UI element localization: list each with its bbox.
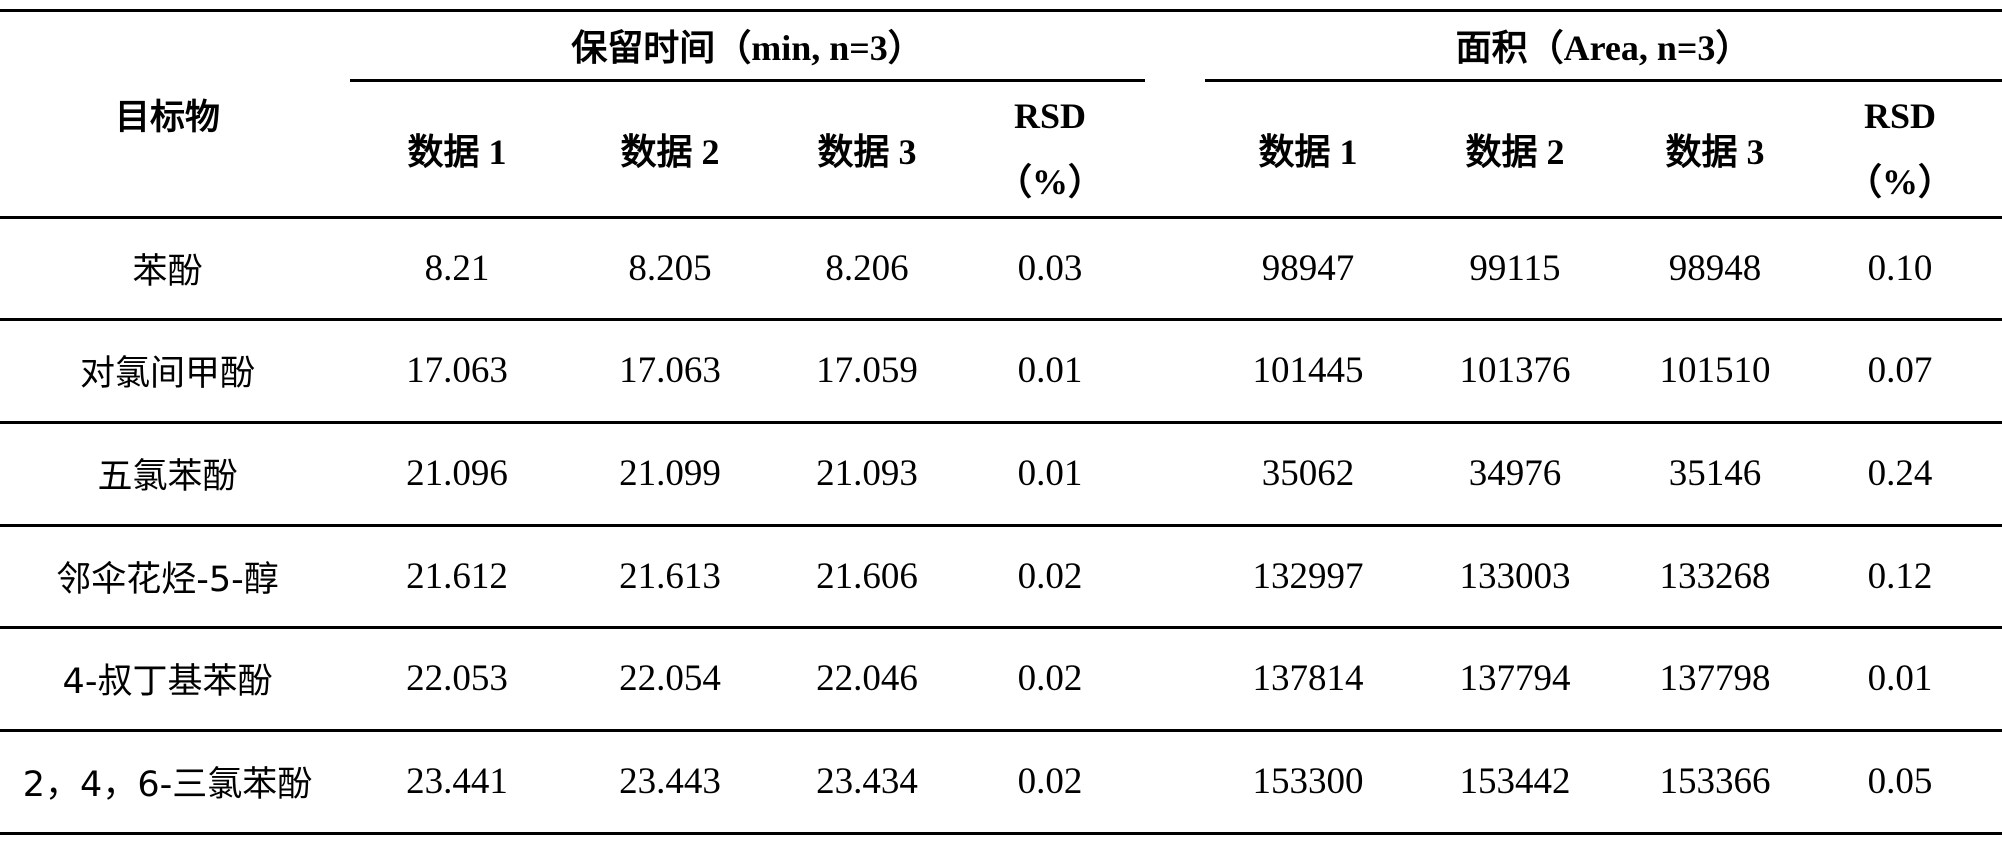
header-area-rsd: RSD （%） — [1810, 82, 1990, 216]
group-rule-area — [1205, 79, 2002, 82]
cell-area-data3: 153366 — [1659, 761, 1771, 802]
cell-area-data3: 133268 — [1659, 556, 1771, 597]
cell-rt-rsd: 0.02 — [1017, 658, 1083, 699]
cell-area-data1: 98947 — [1261, 248, 1355, 289]
header-area-data2: 数据 2 — [1465, 132, 1565, 172]
cell-area-data3: 98948 — [1668, 248, 1762, 289]
cell-area-rsd: 0.12 — [1867, 556, 1933, 597]
cell-rt-data2: 22.054 — [619, 658, 721, 699]
cell-rt-data1: 22.053 — [406, 658, 508, 699]
cell-rt-rsd: 0.02 — [1017, 556, 1083, 597]
row-rule — [0, 421, 2002, 424]
row-rule — [0, 524, 2002, 527]
cell-area-data1: 153300 — [1252, 761, 1364, 802]
cell-rt-data1: 8.21 — [424, 248, 490, 289]
cell-area-data3: 101510 — [1659, 350, 1771, 391]
top-rule — [0, 9, 2002, 12]
cell-rt-data2: 23.443 — [619, 761, 721, 802]
cell-name: 邻伞花烃-5-醇 — [56, 560, 279, 600]
cell-area-data2: 101376 — [1459, 350, 1571, 391]
group-rule-rt — [350, 79, 1145, 82]
cell-rt-data3: 23.434 — [816, 761, 918, 802]
cell-rt-rsd: 0.03 — [1017, 248, 1083, 289]
cell-area-data3: 35146 — [1668, 453, 1762, 494]
header-rt-rsd: RSD （%） — [960, 82, 1140, 216]
header-rt-data3: 数据 3 — [817, 132, 917, 172]
percent-unit: （%） — [995, 162, 1104, 202]
cell-rt-data3: 22.046 — [816, 658, 918, 699]
cell-rt-data2: 8.205 — [628, 248, 712, 289]
cell-area-data2: 153442 — [1459, 761, 1571, 802]
row-rule — [0, 729, 2002, 732]
cell-area-data1: 101445 — [1252, 350, 1364, 391]
header-area-data1: 数据 1 — [1258, 132, 1358, 172]
header-target: 目标物 — [114, 97, 220, 138]
row-rule — [0, 318, 2002, 321]
rsd-label: RSD — [1013, 96, 1087, 136]
cell-name: 对氯间甲酚 — [79, 354, 255, 394]
cell-rt-data2: 21.613 — [619, 556, 721, 597]
cell-area-rsd: 0.24 — [1867, 453, 1933, 494]
percent-unit: （%） — [1845, 162, 1954, 202]
cell-rt-data1: 23.441 — [406, 761, 508, 802]
cell-name: 2，4，6-三氯苯酚 — [22, 765, 313, 805]
cell-rt-rsd: 0.01 — [1017, 453, 1083, 494]
cell-area-data2: 137794 — [1459, 658, 1571, 699]
cell-area-data1: 132997 — [1252, 556, 1364, 597]
header-group-retention-time: 保留时间（min, n=3） — [571, 28, 924, 68]
cell-rt-data3: 17.059 — [816, 350, 918, 391]
cell-area-rsd: 0.01 — [1867, 658, 1933, 699]
cell-rt-data1: 21.612 — [406, 556, 508, 597]
cell-rt-rsd: 0.01 — [1017, 350, 1083, 391]
cell-rt-data2: 17.063 — [619, 350, 721, 391]
cell-rt-data2: 21.099 — [619, 453, 721, 494]
cell-rt-data1: 17.063 — [406, 350, 508, 391]
cell-rt-data3: 21.606 — [816, 556, 918, 597]
cell-name: 苯酚 — [132, 252, 203, 292]
header-group-area: 面积（Area, n=3） — [1455, 28, 1752, 68]
cell-area-rsd: 0.07 — [1867, 350, 1933, 391]
cell-area-data3: 137798 — [1659, 658, 1771, 699]
header-rt-data2: 数据 2 — [620, 132, 720, 172]
bottom-rule — [0, 832, 2002, 835]
cell-area-rsd: 0.05 — [1867, 761, 1933, 802]
header-bottom-rule — [0, 216, 2002, 219]
cell-rt-data1: 21.096 — [406, 453, 508, 494]
cell-rt-rsd: 0.02 — [1017, 761, 1083, 802]
rsd-label: RSD — [1863, 96, 1937, 136]
cell-area-data2: 34976 — [1468, 453, 1562, 494]
row-rule — [0, 626, 2002, 629]
cell-area-rsd: 0.10 — [1867, 248, 1933, 289]
header-area-data3: 数据 3 — [1665, 132, 1765, 172]
cell-name: 4-叔丁基苯酚 — [62, 662, 273, 702]
cell-area-data2: 133003 — [1459, 556, 1571, 597]
cell-area-data1: 137814 — [1252, 658, 1364, 699]
cell-rt-data3: 8.206 — [825, 248, 909, 289]
cell-rt-data3: 21.093 — [816, 453, 918, 494]
cell-area-data2: 99115 — [1469, 248, 1561, 289]
cell-name: 五氯苯酚 — [97, 457, 238, 497]
header-rt-data1: 数据 1 — [407, 132, 507, 172]
cell-area-data1: 35062 — [1261, 453, 1355, 494]
